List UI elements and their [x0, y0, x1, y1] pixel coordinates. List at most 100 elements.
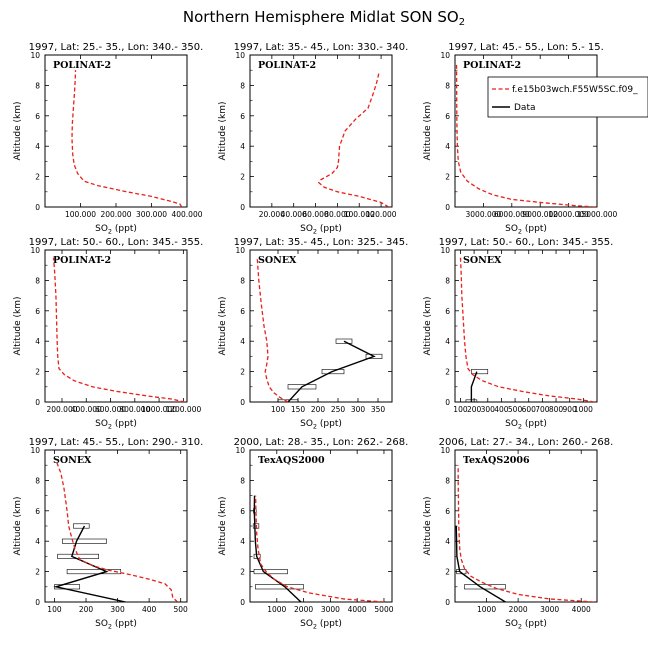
y-tick-label: 8: [445, 476, 450, 485]
x-tick-label: 4000: [572, 605, 591, 614]
x-tick-label: 200: [311, 405, 326, 414]
y-tick-label: 8: [240, 476, 245, 485]
x-tick-label: 100: [453, 405, 468, 414]
y-tick-label: 2: [445, 568, 450, 577]
obs-range-box: [321, 369, 345, 375]
y-tick-label: 0: [35, 398, 40, 407]
panel-8: 2000, Lat: 28.- 35., Lon: 262.- 268. 0 2 4 6…: [218, 437, 408, 631]
x-tick-label: 12000.000: [548, 210, 589, 219]
x-tick-label: 6000.000: [494, 210, 530, 219]
y-axis-label: Altitude (km): [218, 296, 228, 355]
y-tick-label: 4: [445, 142, 450, 151]
obs-range-box: [73, 523, 90, 529]
x-tick-label: 3000: [540, 605, 559, 614]
y-tick-label: 4: [35, 537, 40, 546]
x-tick-label: 400: [142, 605, 157, 614]
x-tick-label: 150: [291, 405, 306, 414]
x-tick-label: 3000: [321, 605, 340, 614]
x-tick-label: 200.000: [46, 405, 77, 414]
x-tick-label: 400.000: [71, 405, 102, 414]
campaign-label: SONEX: [258, 255, 297, 266]
y-tick-label: 4: [35, 142, 40, 151]
plot-frame: [249, 449, 393, 603]
plot-frame: [249, 249, 393, 403]
y-tick-label: 4: [445, 337, 450, 346]
obs-range-box: [287, 384, 317, 390]
y-tick-label: 2: [240, 568, 245, 577]
x-tick-label: 500: [174, 605, 189, 614]
x-tick-label: 250: [331, 405, 346, 414]
y-tick-label: 8: [35, 276, 40, 285]
model-series-line: [254, 495, 385, 602]
x-tick-label: 80.000: [324, 210, 350, 219]
y-tick-label: 2: [35, 173, 40, 182]
x-tick-label: 100.000: [344, 210, 375, 219]
x-tick-label: 500: [508, 405, 523, 414]
model-series-line: [455, 62, 596, 207]
obs-range-box: [277, 399, 299, 402]
x-tick-label: 100: [271, 405, 286, 414]
x-tick-label: 1200.000: [165, 405, 201, 414]
y-axis-label: Altitude (km): [423, 496, 433, 555]
x-axis-label: SO2 (ppt): [505, 419, 547, 431]
campaign-label: POLINAT-2: [53, 60, 111, 71]
y-tick-label: 10: [235, 446, 245, 455]
y-tick-label: 0: [445, 598, 450, 607]
y-tick-label: 2: [35, 368, 40, 377]
y-tick-label: 0: [35, 203, 40, 212]
y-tick-label: 8: [445, 276, 450, 285]
x-tick-label: 900: [563, 405, 578, 414]
figure-title: Northern Hemisphere Midlat SON SO2: [183, 8, 465, 28]
x-tick-label: 300.000: [136, 210, 167, 219]
model-series-line: [457, 465, 594, 602]
model-series-line: [71, 70, 183, 207]
y-axis-label: Altitude (km): [218, 101, 228, 160]
x-axis-label: SO2 (ppt): [95, 224, 137, 236]
x-tick-label: 2000: [509, 605, 528, 614]
y-tick-label: 6: [240, 112, 245, 121]
panel-2: 1997, Lat: 35.- 45., Lon: 330.- 340. 0 2 4 6…: [218, 42, 408, 236]
legend-box: [487, 76, 648, 118]
x-tick-label: 1000: [574, 405, 593, 414]
obs-range-box: [471, 369, 489, 375]
x-tick-label: 60.000: [302, 210, 328, 219]
y-tick-label: 8: [240, 81, 245, 90]
y-tick-label: 2: [240, 368, 245, 377]
panel-title: 1997, Lat: 35.- 45., Lon: 325.- 345.: [234, 237, 409, 248]
y-tick-label: 6: [240, 307, 245, 316]
y-tick-label: 0: [240, 598, 245, 607]
campaign-label: POLINAT-2: [53, 255, 111, 266]
x-axis-label: SO2 (ppt): [300, 619, 342, 631]
y-tick-label: 10: [30, 51, 40, 60]
y-axis-label: Altitude (km): [423, 296, 433, 355]
y-tick-label: 10: [235, 246, 245, 255]
panel-5: 1997, Lat: 35.- 45., Lon: 325.- 345. 0 2 4 6…: [218, 237, 408, 431]
y-tick-label: 4: [35, 337, 40, 346]
x-tick-label: 600: [522, 405, 537, 414]
panel-1: 1997, Lat: 25.- 35., Lon: 340.- 350. 0 2 4 6…: [13, 42, 203, 236]
x-tick-label: 200: [79, 605, 94, 614]
y-tick-label: 8: [445, 81, 450, 90]
y-tick-label: 10: [440, 51, 450, 60]
x-axis-label: SO2 (ppt): [300, 224, 342, 236]
y-tick-label: 10: [235, 51, 245, 60]
panel-6: 1997, Lat: 50.- 60., Lon: 345.- 355. 0 2 4 6…: [423, 237, 613, 431]
campaign-label: TexAQS2000: [258, 455, 325, 466]
panel-4: 1997, Lat: 50.- 60., Lon: 345.- 355. 0 2 4 6…: [13, 237, 203, 431]
x-tick-label: 200: [467, 405, 482, 414]
legend-obs-label: Data: [514, 103, 536, 113]
campaign-label: POLINAT-2: [463, 60, 521, 71]
legend-model-label: f.e15b03wch.F55W5SC.f09_: [512, 85, 638, 95]
model-series-line: [256, 257, 289, 402]
y-tick-label: 6: [35, 307, 40, 316]
y-axis-label: Altitude (km): [13, 296, 23, 355]
x-tick-label: 300: [351, 405, 366, 414]
x-axis-label: SO2 (ppt): [505, 619, 547, 631]
x-axis-label: SO2 (ppt): [95, 419, 137, 431]
campaign-label: POLINAT-2: [258, 60, 316, 71]
x-tick-label: 9000.000: [522, 210, 558, 219]
campaign-label: SONEX: [53, 455, 92, 466]
obs-range-box: [335, 338, 353, 344]
x-tick-label: 5000: [374, 605, 393, 614]
